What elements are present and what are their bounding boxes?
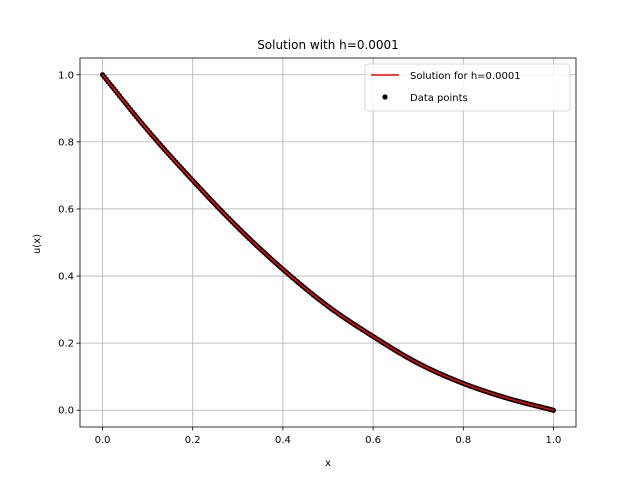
grid (80, 58, 576, 427)
legend: Solution for h=0.0001 Data points (364, 63, 571, 112)
x-tick-label: 0.0 (95, 435, 111, 446)
y-tick-label: 0.6 (58, 204, 74, 215)
x-tick-label: 0.8 (455, 435, 471, 446)
x-axis: 0.0 0.2 0.4 0.6 0.8 1.0 (95, 427, 562, 446)
y-tick-label: 0.8 (58, 137, 74, 148)
x-tick-label: 0.2 (185, 435, 201, 446)
y-tick-label: 0.2 (58, 339, 74, 350)
x-tick-label: 0.6 (365, 435, 381, 446)
data-point (550, 407, 557, 413)
axes-frame (79, 57, 577, 428)
y-tick-label: 1.0 (58, 70, 74, 81)
legend-label-data-points: Data points (410, 93, 468, 104)
chart-title: Solution with h=0.0001 (257, 38, 399, 52)
y-tick-label: 0.0 (58, 406, 74, 417)
legend-box (364, 63, 571, 112)
plot-area (99, 72, 557, 413)
legend-marker-swatch (382, 94, 388, 100)
solution-line (101, 74, 554, 411)
legend-label-solution: Solution for h=0.0001 (410, 71, 521, 82)
x-axis-label: x (325, 458, 331, 469)
y-tick-label: 0.4 (58, 272, 74, 283)
y-axis-label: u(x) (32, 234, 43, 254)
y-axis: 0.0 0.2 0.4 0.6 0.8 1.0 (58, 70, 80, 417)
x-tick-label: 1.0 (546, 435, 562, 446)
x-tick-label: 0.4 (275, 435, 291, 446)
